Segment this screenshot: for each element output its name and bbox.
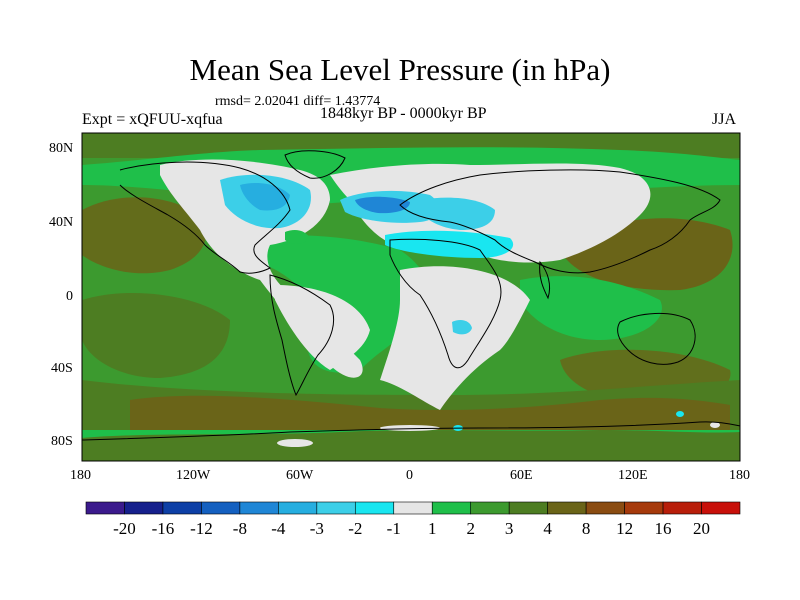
season-label: JJA xyxy=(712,111,737,128)
colorbar xyxy=(85,501,741,515)
colorbar-swatch xyxy=(201,501,241,515)
field-band-indian xyxy=(520,276,662,340)
colorbar-swatch xyxy=(585,501,625,515)
colorbar-label: -16 xyxy=(151,519,175,538)
colorbar-swatch xyxy=(701,501,741,515)
map-frame xyxy=(81,132,741,462)
colorbar-label: 3 xyxy=(504,519,514,538)
field-antarctic-speck-1 xyxy=(277,439,313,447)
coastlines xyxy=(82,150,740,441)
y-tick-0: 0 xyxy=(66,289,73,304)
colorbar-label: 16 xyxy=(654,519,672,538)
colorbar-swatch xyxy=(508,501,548,515)
map-panel xyxy=(82,133,740,461)
x-tick-120w: 120W xyxy=(176,468,211,483)
colorbar-swatch xyxy=(431,501,472,515)
colorbar-label: 20 xyxy=(693,519,711,538)
colorbar-label: 1 xyxy=(427,519,437,538)
colorbar-label: -3 xyxy=(309,519,324,538)
colorbar-label: -8 xyxy=(232,519,247,538)
colorbar-label: -2 xyxy=(348,519,363,538)
colorbar-label: 8 xyxy=(581,519,591,538)
colorbar-swatch xyxy=(470,501,510,515)
field-low-madagascar xyxy=(452,320,472,335)
x-tick-120e: 120E xyxy=(618,468,648,483)
field-high-south-pacific xyxy=(82,292,230,378)
field-neutral-south-america xyxy=(275,285,370,370)
colorbar-swatch xyxy=(624,501,664,515)
colorbar-swatch xyxy=(124,501,164,515)
colorbar-swatch xyxy=(278,501,318,515)
colorbar-label: -20 xyxy=(113,519,136,538)
field-low-green-blob xyxy=(285,230,310,244)
field-neutral-africa xyxy=(380,266,530,410)
colorbar-label: 12 xyxy=(616,519,634,538)
field-high-pacific-north xyxy=(82,197,206,274)
colorbar-swatch xyxy=(547,501,587,515)
field-low-europe xyxy=(420,197,495,230)
x-tick-60e: 60E xyxy=(510,468,533,483)
field-antarctic-dark xyxy=(82,430,740,461)
field-antarctic-speck-4 xyxy=(676,411,684,417)
period-label: 1848kyr BP - 0000kyr BP xyxy=(320,105,487,122)
colorbar-label: -12 xyxy=(190,519,213,538)
coast-eurasia xyxy=(399,169,721,274)
colorbar-swatch xyxy=(393,501,433,515)
experiment-label: Expt = xQFUU-xqfua xyxy=(82,111,223,128)
y-tick-40n: 40N xyxy=(49,215,74,230)
coast-greenland xyxy=(284,150,346,179)
y-tick-80n: 80N xyxy=(49,141,74,156)
colorbar-swatch xyxy=(354,501,395,515)
stats-line: rmsd= 2.02041 diff= 1.43774 xyxy=(215,94,381,109)
field-antarctic-speck-5 xyxy=(710,422,720,428)
colorbar-swatch xyxy=(239,501,279,515)
coast-africa xyxy=(389,238,502,369)
y-tick-80s: 80S xyxy=(51,434,73,449)
colorbar-label: 4 xyxy=(543,519,552,538)
map-title: Mean Sea Level Pressure (in hPa) xyxy=(189,52,611,87)
field-low-greenland-core xyxy=(355,196,410,214)
colorbar-swatch xyxy=(85,501,125,515)
x-tick-60w: 60W xyxy=(286,468,314,483)
y-tick-40s: 40S xyxy=(51,361,73,376)
coast-south-america xyxy=(269,274,334,397)
colorbar-label: -4 xyxy=(271,519,286,538)
colorbar-label: -1 xyxy=(386,519,401,538)
colorbar-label: 2 xyxy=(466,519,475,538)
field-low-canada-core xyxy=(240,183,290,211)
colorbar-swatch xyxy=(316,501,356,515)
x-tick-180e: 180 xyxy=(729,468,750,483)
x-tick-0: 0 xyxy=(406,468,413,483)
coast-north-america xyxy=(119,161,291,274)
coast-australia xyxy=(617,312,696,365)
coast-india xyxy=(539,260,551,300)
x-tick-180w: 180 xyxy=(70,468,91,483)
colorbar-swatch xyxy=(162,501,202,515)
coast-antarctica xyxy=(82,421,740,441)
colorbar-swatch xyxy=(662,501,702,515)
field-high-southern-core xyxy=(130,395,730,430)
